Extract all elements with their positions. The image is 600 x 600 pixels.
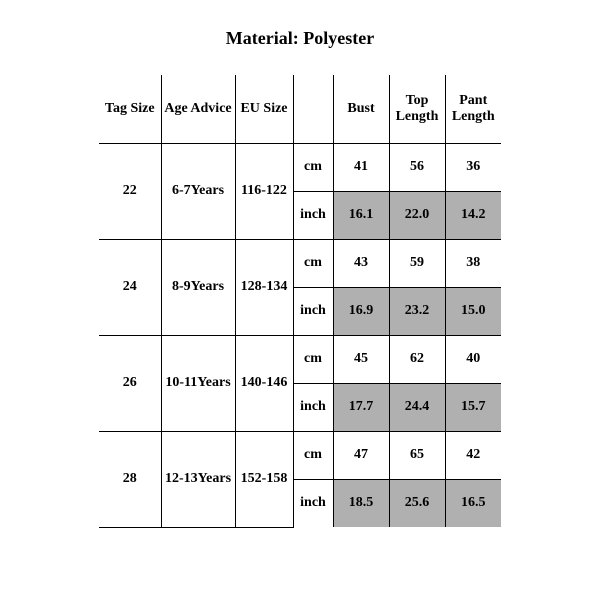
cell-bust-inch: 18.5 — [333, 479, 389, 527]
table-row: 26 10-11Years 140-146 cm 45 62 40 — [99, 335, 501, 383]
cell-tag: 26 — [99, 335, 161, 431]
size-table: Tag Size Age Advice EU Size Bust Top Len… — [99, 75, 501, 528]
cell-tag: 24 — [99, 239, 161, 335]
cell-top-inch: 23.2 — [389, 287, 445, 335]
col-tag-size: Tag Size — [99, 75, 161, 143]
cell-top-inch: 22.0 — [389, 191, 445, 239]
cell-top-inch: 24.4 — [389, 383, 445, 431]
cell-eu: 140-146 — [235, 335, 293, 431]
col-top-length: Top Length — [389, 75, 445, 143]
table-row: 22 6-7Years 116-122 cm 41 56 36 — [99, 143, 501, 191]
cell-top-cm: 59 — [389, 239, 445, 287]
cell-eu: 116-122 — [235, 143, 293, 239]
page-title: Material: Polyester — [0, 0, 600, 75]
cell-pant-cm: 42 — [445, 431, 501, 479]
cell-unit-inch: inch — [293, 383, 333, 431]
cell-bust-inch: 16.9 — [333, 287, 389, 335]
cell-unit-cm: cm — [293, 335, 333, 383]
cell-bust-inch: 17.7 — [333, 383, 389, 431]
cell-eu: 152-158 — [235, 431, 293, 527]
cell-unit-cm: cm — [293, 143, 333, 191]
cell-unit-cm: cm — [293, 431, 333, 479]
table-row: 24 8-9Years 128-134 cm 43 59 38 — [99, 239, 501, 287]
cell-pant-inch: 15.7 — [445, 383, 501, 431]
table-body: 22 6-7Years 116-122 cm 41 56 36 inch 16.… — [99, 143, 501, 527]
cell-pant-inch: 14.2 — [445, 191, 501, 239]
cell-age: 8-9Years — [161, 239, 235, 335]
cell-bust-cm: 47 — [333, 431, 389, 479]
col-eu-size: EU Size — [235, 75, 293, 143]
cell-bust-cm: 41 — [333, 143, 389, 191]
cell-unit-inch: inch — [293, 191, 333, 239]
cell-bust-cm: 45 — [333, 335, 389, 383]
cell-pant-cm: 40 — [445, 335, 501, 383]
cell-age: 12-13Years — [161, 431, 235, 527]
cell-unit-inch: inch — [293, 479, 333, 527]
cell-eu: 128-134 — [235, 239, 293, 335]
cell-pant-cm: 38 — [445, 239, 501, 287]
cell-tag: 28 — [99, 431, 161, 527]
cell-top-cm: 56 — [389, 143, 445, 191]
col-unit — [293, 75, 333, 143]
cell-unit-cm: cm — [293, 239, 333, 287]
cell-pant-cm: 36 — [445, 143, 501, 191]
cell-top-inch: 25.6 — [389, 479, 445, 527]
cell-bust-inch: 16.1 — [333, 191, 389, 239]
cell-top-cm: 65 — [389, 431, 445, 479]
cell-pant-inch: 15.0 — [445, 287, 501, 335]
cell-unit-inch: inch — [293, 287, 333, 335]
table-row: 28 12-13Years 152-158 cm 47 65 42 — [99, 431, 501, 479]
col-age-advice: Age Advice — [161, 75, 235, 143]
table-header-row: Tag Size Age Advice EU Size Bust Top Len… — [99, 75, 501, 143]
cell-pant-inch: 16.5 — [445, 479, 501, 527]
cell-bust-cm: 43 — [333, 239, 389, 287]
cell-top-cm: 62 — [389, 335, 445, 383]
col-bust: Bust — [333, 75, 389, 143]
cell-age: 6-7Years — [161, 143, 235, 239]
col-pant-length: Pant Length — [445, 75, 501, 143]
cell-age: 10-11Years — [161, 335, 235, 431]
cell-tag: 22 — [99, 143, 161, 239]
